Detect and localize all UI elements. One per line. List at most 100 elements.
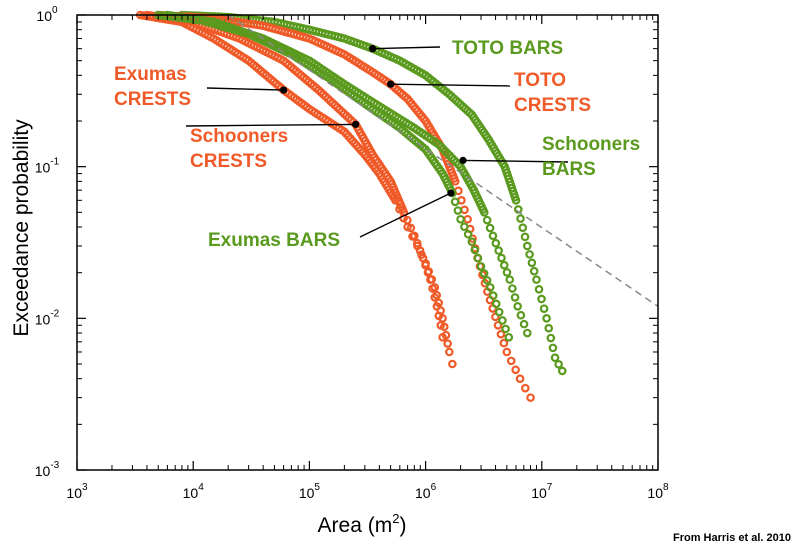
data-point	[432, 302, 442, 311]
data-point	[428, 284, 437, 293]
data-point	[450, 197, 460, 207]
y-tick-base: 10	[35, 160, 51, 176]
data-point	[485, 283, 495, 292]
data-point	[544, 323, 554, 333]
series-label: Exumas BARS	[208, 230, 340, 251]
series-toto-bars	[177, 10, 567, 376]
data-point	[534, 284, 544, 294]
x-tick-exp: 7	[547, 482, 553, 493]
series-label: TOTO BARS	[452, 38, 563, 59]
data-point	[412, 238, 422, 248]
data-point	[516, 214, 525, 223]
y-tick-exp: -2	[50, 308, 59, 319]
data-point	[450, 177, 460, 186]
marker-dot	[459, 156, 467, 164]
data-point	[403, 215, 412, 225]
leader-line	[185, 123, 356, 127]
y-tick-exp: -3	[50, 460, 59, 471]
series-label: CRESTS	[514, 95, 591, 116]
data-point	[470, 245, 480, 255]
x-tick-exp: 6	[431, 482, 437, 493]
y-tick-label: 100	[36, 5, 58, 24]
data-point	[463, 214, 472, 224]
leader-line	[390, 83, 511, 87]
data-point	[426, 275, 435, 284]
annotation-schooners-bars: Schooners BARS	[459, 134, 640, 180]
plot-frame	[76, 14, 659, 471]
data-point	[482, 215, 492, 225]
data-point	[502, 268, 512, 277]
data-point	[513, 302, 522, 311]
data-point	[418, 253, 428, 263]
marker-dot	[369, 45, 377, 53]
leader-line	[206, 87, 284, 91]
data-point	[410, 231, 419, 241]
data-point	[526, 393, 535, 402]
series-label: Exumas	[114, 64, 187, 85]
data-point	[497, 253, 506, 263]
data-point	[496, 329, 506, 339]
data-point	[423, 268, 433, 277]
data-point	[504, 332, 514, 342]
data-point	[525, 250, 534, 259]
x-tick-label: 103	[66, 482, 88, 501]
marker-dot	[387, 80, 395, 88]
data-point	[488, 291, 498, 300]
data-point	[421, 260, 430, 270]
x-tick-base: 10	[299, 485, 315, 501]
leader-line	[372, 46, 441, 50]
x-axis-label-sup: 2	[392, 511, 399, 526]
data-point	[499, 338, 509, 348]
x-tick-label: 108	[647, 482, 669, 501]
leader-line	[359, 192, 452, 238]
data-point	[501, 324, 510, 334]
x-tick-label: 105	[299, 482, 321, 501]
x-axis-label: Area (m2)	[318, 511, 407, 537]
x-tick-base: 10	[531, 485, 547, 501]
data-point	[505, 275, 515, 284]
data-point	[508, 284, 517, 293]
y-tick-base: 10	[35, 463, 51, 479]
data-point	[485, 223, 495, 233]
data-point	[554, 360, 563, 369]
x-tick-label: 106	[415, 482, 437, 501]
y-tick-exp: 0	[52, 5, 58, 16]
data-point	[511, 196, 521, 205]
data-point	[498, 316, 507, 325]
annotation-toto-bars: TOTO BARS	[369, 38, 563, 59]
series-label: Schooners	[542, 134, 640, 155]
data-point	[510, 293, 520, 302]
reference-line	[227, 14, 659, 307]
data-point	[438, 332, 447, 342]
data-point	[479, 208, 489, 217]
annotation-exumas-crests: Exumas CRESTS	[114, 64, 288, 110]
data-point	[448, 359, 457, 369]
data-point	[476, 262, 486, 271]
x-tick-label: 104	[183, 482, 205, 501]
data-point	[522, 241, 532, 251]
x-tick-exp: 8	[663, 482, 669, 493]
leader-line	[463, 159, 569, 163]
series-label: CRESTS	[114, 89, 191, 110]
marker-dot	[352, 120, 360, 128]
data-point	[479, 269, 489, 278]
data-point	[445, 347, 454, 357]
series-label: Schooners	[190, 126, 288, 147]
data-point	[494, 246, 503, 255]
data-point	[491, 238, 501, 248]
y-tick-label: 10-1	[35, 157, 60, 176]
annotation-exumas-bars: Exumas BARS	[208, 189, 455, 251]
plot-points	[135, 10, 567, 402]
data-point	[460, 222, 469, 232]
data-point	[520, 232, 530, 242]
data-point	[453, 206, 463, 215]
data-point	[511, 365, 520, 375]
data-point	[406, 223, 416, 233]
series-label: BARS	[542, 159, 596, 180]
y-tick-base: 10	[35, 311, 51, 327]
data-point	[488, 231, 498, 241]
data-point	[516, 310, 526, 320]
data-point	[434, 311, 444, 321]
